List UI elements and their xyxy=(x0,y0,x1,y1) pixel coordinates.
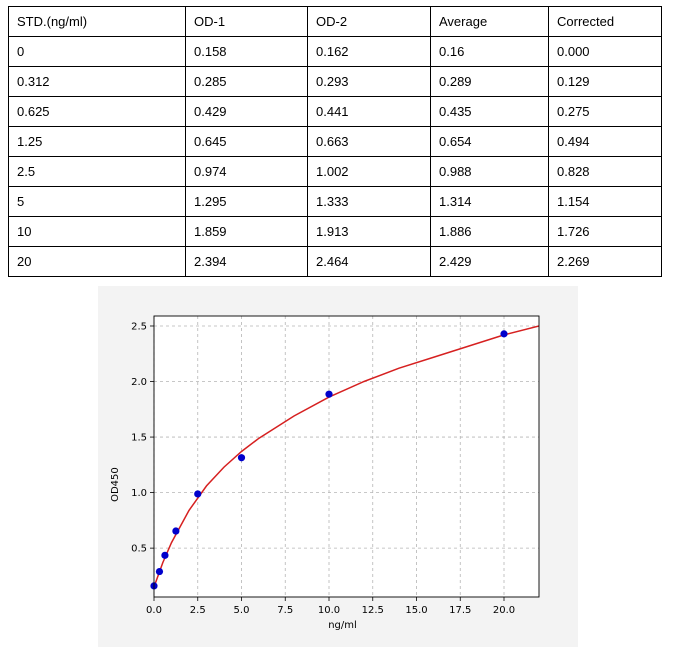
data-point xyxy=(325,390,333,398)
x-tick-label: 20.0 xyxy=(493,605,515,616)
data-point xyxy=(161,551,169,559)
x-tick-label: 17.5 xyxy=(449,605,471,616)
x-tick-label: 2.5 xyxy=(190,605,206,616)
table-cell: 2.429 xyxy=(430,246,549,277)
y-tick-label: 1.5 xyxy=(131,433,147,444)
x-axis-label: ng/ml xyxy=(328,620,357,631)
table-cell: 1.295 xyxy=(185,186,308,217)
table-cell: 2.5 xyxy=(8,156,186,187)
table-header-cell: Average xyxy=(430,6,549,37)
table-cell: 1.726 xyxy=(548,216,662,247)
x-tick-label: 12.5 xyxy=(362,605,384,616)
y-tick-label: 0.5 xyxy=(131,544,147,555)
table-cell: 0.663 xyxy=(307,126,431,157)
table-header-cell: Corrected xyxy=(548,6,662,37)
table-cell: 1.154 xyxy=(548,186,662,217)
table-header-cell: OD-1 xyxy=(185,6,308,37)
table-cell: 0.285 xyxy=(185,66,308,97)
x-tick-label: 7.5 xyxy=(277,605,293,616)
table-cell: 0.312 xyxy=(8,66,186,97)
plot-area xyxy=(154,316,539,597)
table-cell: 0.16 xyxy=(430,36,549,67)
table-cell: 0 xyxy=(8,36,186,67)
table-cell: 10 xyxy=(8,216,186,247)
table-cell: 2.464 xyxy=(307,246,431,277)
table-cell: 0.000 xyxy=(548,36,662,67)
table-cell: 0.828 xyxy=(548,156,662,187)
table-cell: 2.269 xyxy=(548,246,662,277)
table-cell: 0.435 xyxy=(430,96,549,127)
table-cell: 5 xyxy=(8,186,186,217)
table-header-row: STD.(ng/ml) OD-1 OD-2 Average Corrected xyxy=(8,6,662,37)
x-tick-label: 10.0 xyxy=(318,605,340,616)
table-cell: 0.988 xyxy=(430,156,549,187)
y-axis-label: OD450 xyxy=(110,467,121,502)
table-cell: 1.314 xyxy=(430,186,549,217)
table-row: 10 1.859 1.913 1.886 1.726 xyxy=(8,216,662,247)
data-point xyxy=(194,490,202,498)
x-tick-label: 5.0 xyxy=(234,605,250,616)
table-cell: 0.654 xyxy=(430,126,549,157)
table-cell: 0.429 xyxy=(185,96,308,127)
table-row: 0 0.158 0.162 0.16 0.000 xyxy=(8,36,662,67)
table-cell: 0.289 xyxy=(430,66,549,97)
table-cell: 0.974 xyxy=(185,156,308,187)
y-tick-label: 1.0 xyxy=(131,488,147,499)
table-cell: 0.129 xyxy=(548,66,662,97)
data-point xyxy=(172,527,180,535)
data-point xyxy=(155,567,164,576)
table-cell: 1.886 xyxy=(430,216,549,247)
standard-curve-chart: 0.0 2.5 5.0 7.5 10.0 12.5 15.0 17.5 20.0 0.5 1.0 1.… xyxy=(110,315,540,631)
table-cell: 0.162 xyxy=(307,36,431,67)
plot-frame xyxy=(153,315,540,598)
data-point xyxy=(237,454,246,462)
table-row: 0.312 0.285 0.293 0.289 0.129 xyxy=(8,66,662,97)
y-tick-label: 2.5 xyxy=(131,321,147,332)
standard-curve-panel: 0.0 2.5 5.0 7.5 10.0 12.5 15.0 17.5 20.0 0.5 1.0 1.… xyxy=(98,286,578,647)
table-cell: 0.645 xyxy=(185,126,308,157)
table-row: 5 1.295 1.333 1.314 1.154 xyxy=(8,186,662,217)
table-row: 20 2.394 2.464 2.429 2.269 xyxy=(8,246,662,277)
table-cell: 1.25 xyxy=(8,126,186,157)
y-tick-label: 2.0 xyxy=(131,377,147,388)
table-cell: 1.913 xyxy=(307,216,431,247)
standards-table: STD.(ng/ml) OD-1 OD-2 Average Corrected 0 0.15… xyxy=(8,6,662,277)
table-header-cell: OD-2 xyxy=(307,6,431,37)
table-row: 1.25 0.645 0.663 0.654 0.494 xyxy=(8,126,662,157)
table-cell: 1.333 xyxy=(307,186,431,217)
x-tick-label: 0.0 xyxy=(146,605,162,616)
table-row: 2.5 0.974 1.002 0.988 0.828 xyxy=(8,156,662,187)
table-cell: 1.002 xyxy=(307,156,431,187)
table-cell: 0.494 xyxy=(548,126,662,157)
fitted-curve-line xyxy=(154,325,539,588)
table-cell: 0.441 xyxy=(307,96,431,127)
table-row: 0.625 0.429 0.441 0.435 0.275 xyxy=(8,96,662,127)
data-point xyxy=(500,330,508,338)
table-cell: 0.625 xyxy=(8,96,186,127)
x-tick-label: 15.0 xyxy=(405,605,427,616)
table-cell: 0.275 xyxy=(548,96,662,127)
table-cell: 20 xyxy=(8,246,186,277)
table-header-cell: STD.(ng/ml) xyxy=(8,6,186,37)
table-cell: 2.394 xyxy=(185,246,308,277)
table-cell: 0.293 xyxy=(307,66,431,97)
table-cell: 0.158 xyxy=(185,36,308,67)
table-cell: 1.859 xyxy=(185,216,308,247)
